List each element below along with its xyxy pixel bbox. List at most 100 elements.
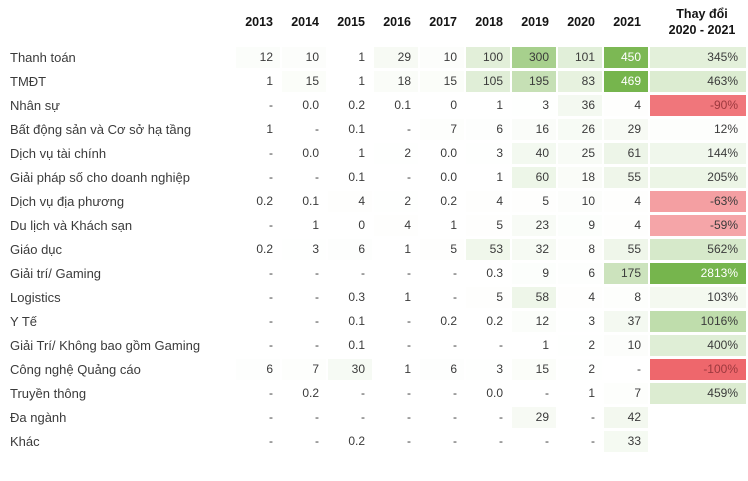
- year-value-cell: 1: [466, 94, 510, 116]
- investment-heatmap-table: 2013 2014 2015 2016 2017 2018 2019 2020 2021 Tha…: [10, 6, 748, 452]
- year-value-cell: 55: [604, 238, 648, 260]
- year-value-cell: 0.2: [466, 310, 510, 332]
- year-value-cell: 58: [512, 286, 556, 308]
- year-value-cell: -: [466, 406, 510, 428]
- year-value-cell: -: [236, 406, 280, 428]
- year-value-cell: -: [420, 430, 464, 452]
- year-value-cell: 3: [466, 142, 510, 164]
- year-value-cell: 2: [558, 358, 602, 380]
- year-value-cell: 33: [604, 430, 648, 452]
- year-value-cell: -: [558, 430, 602, 452]
- year-value-cell: -: [328, 406, 372, 428]
- year-value-cell: -: [236, 214, 280, 236]
- year-value-cell: 36: [558, 94, 602, 116]
- year-value-cell: 0.0: [420, 166, 464, 188]
- year-value-cell: 1: [374, 286, 418, 308]
- year-value-cell: 4: [604, 190, 648, 212]
- row-label: Y Tế: [10, 313, 37, 329]
- year-value-cell: 0.1: [282, 190, 326, 212]
- year-value-cell: 5: [512, 190, 556, 212]
- year-value-cell: 1: [558, 382, 602, 404]
- year-value-cell: 6: [328, 238, 372, 260]
- year-value-cell: 25: [558, 142, 602, 164]
- year-value-cell: 6: [558, 262, 602, 284]
- year-column-header: 2018: [475, 15, 503, 30]
- row-label: Khác: [10, 433, 40, 449]
- year-value-cell: 12: [236, 46, 280, 68]
- year-value-cell: -: [236, 142, 280, 164]
- year-value-cell: 42: [604, 406, 648, 428]
- table-row: Công nghệ Quảng cáo 6 7 30 1 6 3 15 2- -100%: [10, 358, 748, 380]
- year-value-cell: 4: [374, 214, 418, 236]
- year-value-cell: 30: [328, 358, 372, 380]
- row-label: Đa ngành: [10, 409, 67, 425]
- year-value-cell: 4: [328, 190, 372, 212]
- year-value-cell: -: [374, 310, 418, 332]
- year-column-header: 2021: [613, 15, 641, 30]
- year-value-cell: 15: [420, 70, 464, 92]
- year-value-cell: 60: [512, 166, 556, 188]
- year-value-cell: 23: [512, 214, 556, 236]
- year-value-cell: 0.2: [328, 94, 372, 116]
- year-value-cell: 18: [374, 70, 418, 92]
- year-value-cell: -: [512, 382, 556, 404]
- year-value-cell: -: [604, 358, 648, 380]
- year-value-cell: 105: [466, 70, 510, 92]
- year-value-cell: 450: [604, 46, 648, 68]
- year-value-cell: 1: [512, 334, 556, 356]
- year-value-cell: -: [236, 166, 280, 188]
- change-value-cell: 459%: [650, 382, 746, 404]
- year-value-cell: 1: [466, 166, 510, 188]
- year-value-cell: -: [374, 334, 418, 356]
- table-row: Giải Trí/ Không bao gồm Gaming - -0.1- - -1 2…: [10, 334, 748, 356]
- year-value-cell: 2: [374, 142, 418, 164]
- table-row: Dịch vụ tài chính -0.0 1 2 0.0 3 40 25 61 144%: [10, 142, 748, 164]
- table-row: Nhân sự -0.0 0.2 0.1 0 1 3 36 4 -90%: [10, 94, 748, 116]
- year-value-cell: 5: [466, 214, 510, 236]
- year-column-header: 2016: [383, 15, 411, 30]
- change-column-header: Thay đổi 2020 - 2021: [650, 6, 746, 39]
- year-value-cell: 15: [282, 70, 326, 92]
- year-value-cell: 0.1: [328, 310, 372, 332]
- year-value-cell: 0.2: [236, 238, 280, 260]
- change-value-cell: 12%: [650, 118, 746, 140]
- year-value-cell: 101: [558, 46, 602, 68]
- year-value-cell: 0.1: [374, 94, 418, 116]
- year-value-cell: -: [236, 334, 280, 356]
- year-value-cell: 37: [604, 310, 648, 332]
- table-row: Bất động sản và Cơ sở hạ tầng 1-0.1-7 6 16 2…: [10, 118, 748, 140]
- change-value-cell: 562%: [650, 238, 746, 260]
- table-row: Giải pháp số cho doanh nghiệp - -0.1-0.0 1 6…: [10, 166, 748, 188]
- year-value-cell: 1: [328, 142, 372, 164]
- year-value-cell: 10: [558, 190, 602, 212]
- year-value-cell: -: [466, 430, 510, 452]
- year-value-cell: -: [374, 166, 418, 188]
- year-value-cell: -: [374, 382, 418, 404]
- change-value-cell: 205%: [650, 166, 746, 188]
- row-label: Truyền thông: [10, 385, 87, 401]
- year-value-cell: 26: [558, 118, 602, 140]
- year-value-cell: 7: [420, 118, 464, 140]
- year-value-cell: 1: [328, 70, 372, 92]
- year-value-cell: -: [282, 406, 326, 428]
- year-column-header: 2019: [521, 15, 549, 30]
- year-value-cell: -: [328, 262, 372, 284]
- year-value-cell: -: [282, 166, 326, 188]
- year-value-cell: 4: [604, 214, 648, 236]
- year-value-cell: 1: [236, 70, 280, 92]
- year-value-cell: 12: [512, 310, 556, 332]
- year-value-cell: -: [466, 334, 510, 356]
- table-header-row: 2013 2014 2015 2016 2017 2018 2019 2020 2021 Tha…: [10, 6, 748, 39]
- change-value-cell: [650, 407, 746, 428]
- change-value-cell: 345%: [650, 46, 746, 68]
- row-label: Dịch vụ tài chính: [10, 145, 107, 161]
- change-value-cell: 144%: [650, 142, 746, 164]
- row-label: TMĐT: [10, 73, 47, 89]
- year-value-cell: 7: [282, 358, 326, 380]
- year-value-cell: -: [282, 262, 326, 284]
- table-row: Dịch vụ địa phương 0.2 0.1 4 2 0.2 4 5 10 4 -63%: [10, 190, 748, 212]
- year-value-cell: -: [374, 118, 418, 140]
- row-label: Giải Trí/ Không bao gồm Gaming: [10, 337, 201, 353]
- year-value-cell: 0: [328, 214, 372, 236]
